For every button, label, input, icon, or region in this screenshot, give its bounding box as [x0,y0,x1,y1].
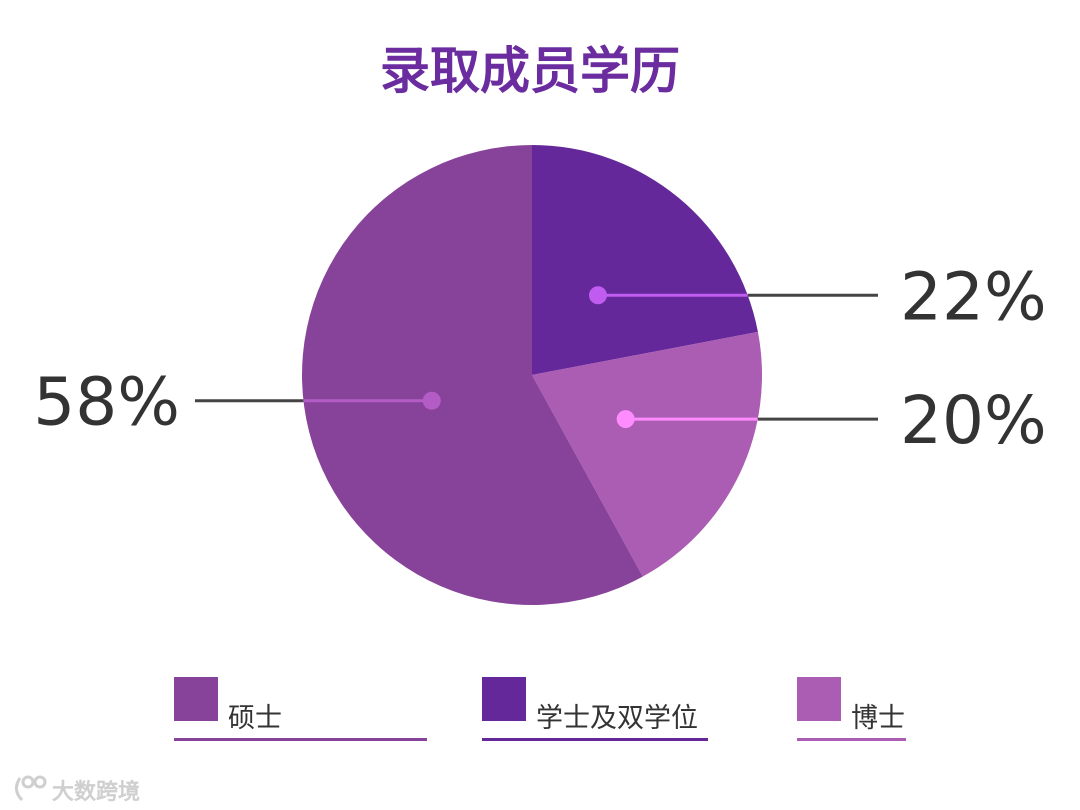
pie-labels: 22% 20% 58% [33,258,1046,459]
legend-swatch-0 [174,677,218,721]
pie-slice-0 [532,145,758,375]
chart-title: 录取成员学历 [380,42,680,100]
leader-dot-2 [422,391,441,410]
data-label-2: 58% [33,364,180,441]
pie-slice-1 [532,331,762,577]
data-label-1: 20% [900,382,1047,459]
pie-slice-2 [301,145,643,605]
legend-label-0: 硕士 [228,703,282,734]
legend-swatch-2 [797,677,841,721]
legend-label-2: 博士 [851,703,905,734]
watermark: 大数跨境 [15,775,140,805]
data-label-0: 22% [900,258,1047,335]
legend-underline-2 [797,738,906,741]
leader-dot-1 [616,410,635,429]
legend-swatch-1 [482,677,526,721]
leader-dot-0 [588,286,607,305]
legend-underline-1 [482,738,708,741]
watermark-text: 大数跨境 [52,779,140,805]
watermark-logo-icon [15,775,47,802]
legend: 硕士 学士及双学位 博士 [174,677,906,741]
legend-label-1: 学士及双学位 [536,703,698,734]
pie-slices [301,145,762,605]
legend-underline-0 [174,738,427,741]
